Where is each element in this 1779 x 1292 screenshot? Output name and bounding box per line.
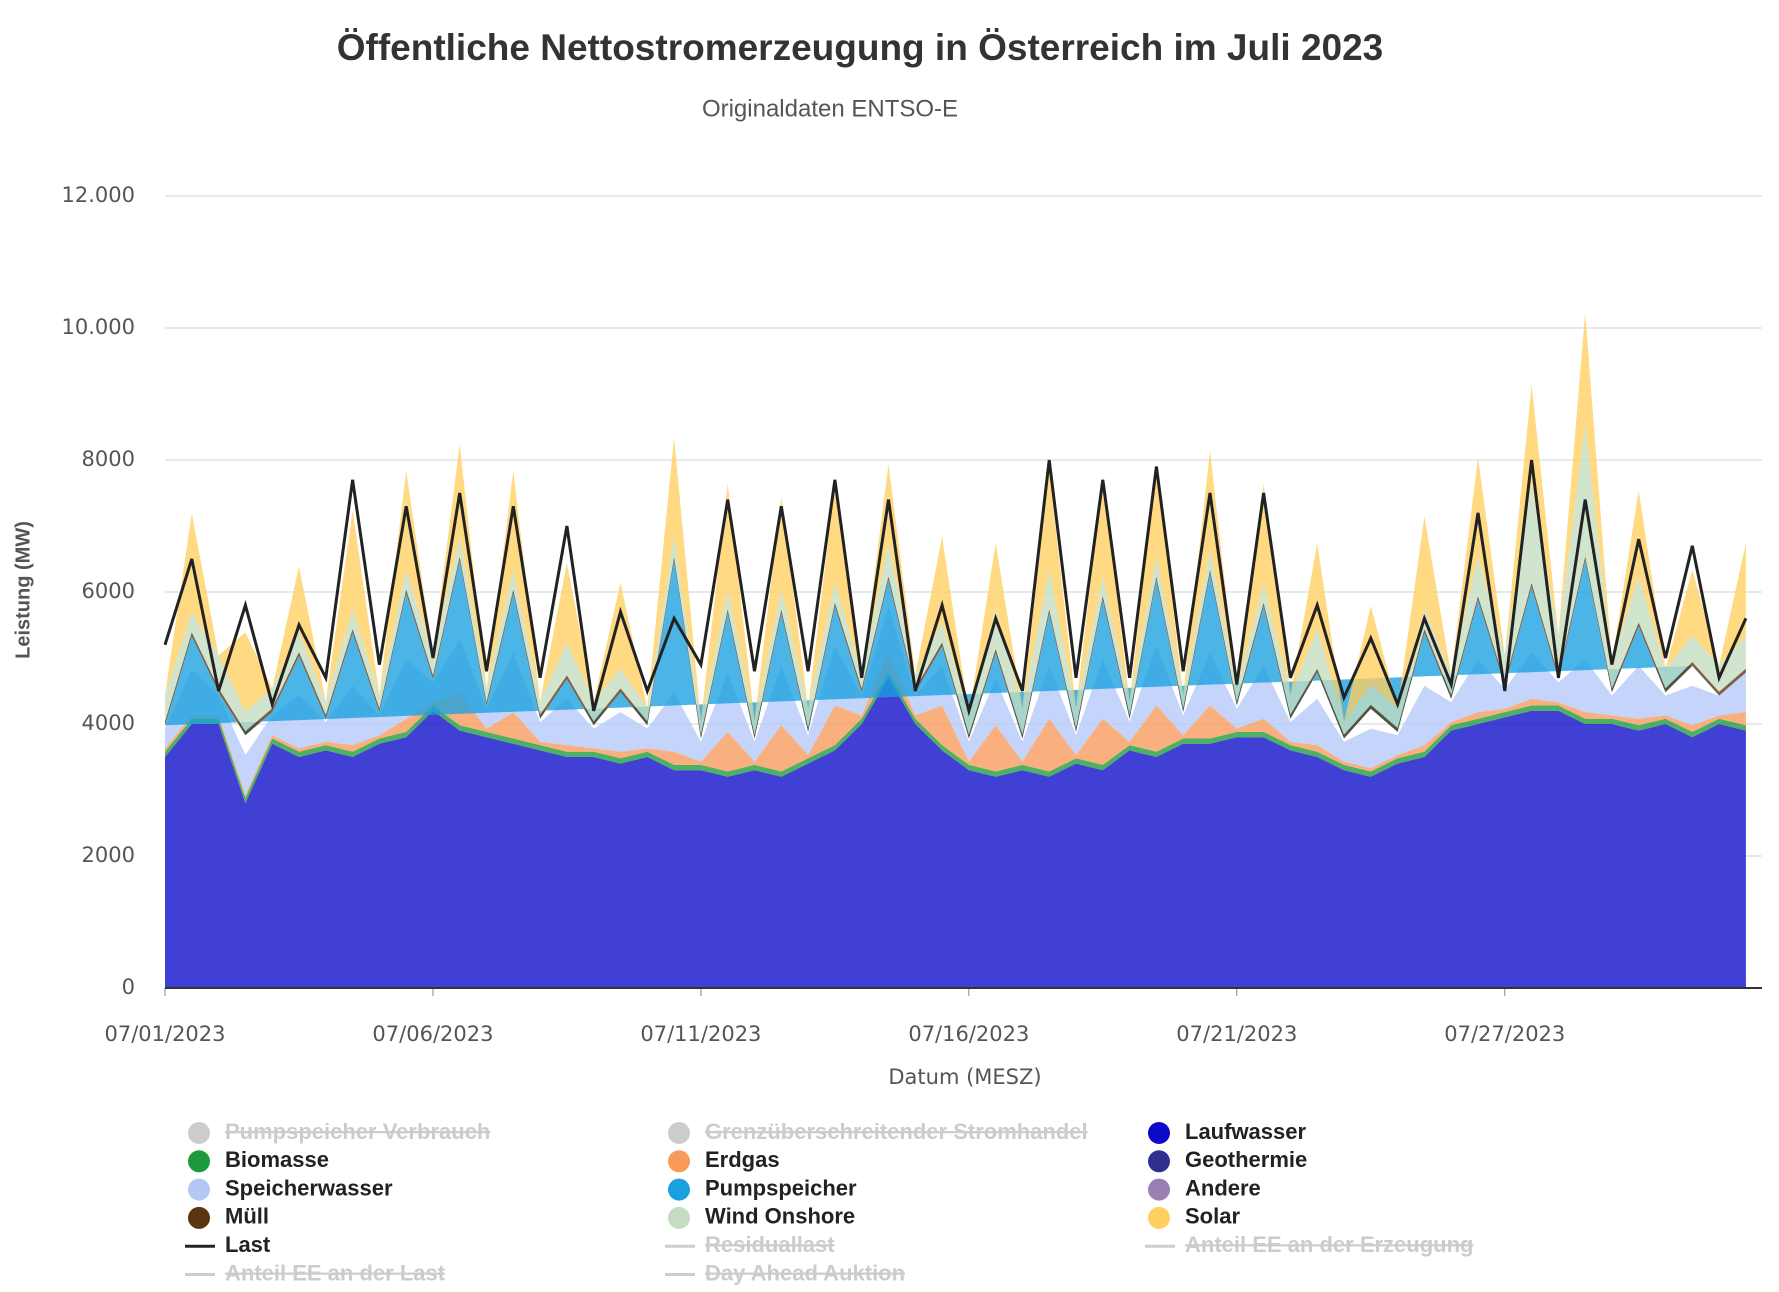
legend-marker [668, 1206, 690, 1229]
legend-label: Anteil EE an der Last [225, 1260, 446, 1285]
x-tick-label: 07/27/2023 [1444, 1022, 1565, 1046]
legend-marker [668, 1150, 690, 1173]
y-tick-label: 8000 [82, 447, 135, 471]
legend-label: Speicherwasser [225, 1175, 393, 1200]
y-tick-label: 0 [122, 975, 135, 999]
area [165, 677, 1746, 988]
line [163, 459, 1748, 717]
x-tick-label: 07/01/2023 [104, 1022, 225, 1046]
y-tick-label: 10.000 [62, 315, 135, 339]
legend-marker [188, 1122, 210, 1144]
legend-label: Geothermie [1185, 1147, 1307, 1172]
legend-marker [668, 1178, 690, 1201]
legend-label: Pumpspeicher [705, 1175, 857, 1200]
legend-label: Müll [225, 1204, 269, 1229]
y-tick-label: 2000 [82, 843, 135, 867]
legend-label: Day Ahead Auktion [705, 1260, 905, 1285]
legend-marker [668, 1122, 690, 1144]
legend-label: Pumpspeicher Verbrauch [225, 1119, 490, 1144]
area [165, 606, 1746, 795]
x-tick-label: 07/06/2023 [372, 1022, 493, 1046]
y-axis-title: Leistung (MW) [12, 521, 34, 659]
legend-marker [188, 1178, 210, 1201]
legend-marker [188, 1150, 210, 1173]
y-tick-label: 6000 [82, 579, 135, 603]
legend-label: Anteil EE an der Erzeugung [1185, 1232, 1473, 1257]
area [165, 672, 1746, 804]
legend-label: Grenzüberschreitender Stromhandel [705, 1119, 1088, 1144]
y-tick-label: 4000 [82, 711, 135, 735]
legend: Pumpspeicher Verbrauch Grenzüberschreiten… [185, 1119, 1473, 1285]
legend-marker [1148, 1206, 1170, 1229]
legend-label: Residuallast [705, 1232, 835, 1257]
x-tick-label: 07/11/2023 [640, 1022, 761, 1046]
y-tick-label: 12.000 [62, 183, 135, 207]
legend-marker [1148, 1150, 1170, 1173]
legend-label: Andere [1185, 1175, 1261, 1200]
legend-marker [1148, 1122, 1170, 1144]
area [165, 652, 1746, 798]
axes: 0 2000 4000 6000 8000 10.000 12.000 07/01/2023 0… [62, 183, 1762, 1046]
area [165, 312, 1746, 722]
legend-label: Wind Onshore [705, 1204, 855, 1229]
plot-areas [165, 312, 1746, 988]
legend-label: Last [225, 1232, 271, 1257]
legend-label: Solar [1185, 1204, 1240, 1229]
legend-marker [1148, 1178, 1170, 1201]
x-axis-title: Datum (MESZ) [888, 1065, 1041, 1089]
area [165, 424, 1746, 735]
plot-lines [163, 459, 1748, 717]
legend-label: Biomasse [225, 1147, 329, 1172]
chart-subtitle: Originaldaten ENTSO-E [702, 95, 958, 122]
chart-title: Öffentliche Nettostromerzeugung in Öster… [337, 27, 1384, 68]
legend-marker [188, 1206, 210, 1229]
legend-label: Laufwasser [1185, 1119, 1306, 1144]
x-tick-label: 07/16/2023 [908, 1022, 1029, 1046]
x-tick-label: 07/21/2023 [1176, 1022, 1297, 1046]
area [165, 560, 1693, 739]
legend-label: Erdgas [705, 1147, 780, 1172]
